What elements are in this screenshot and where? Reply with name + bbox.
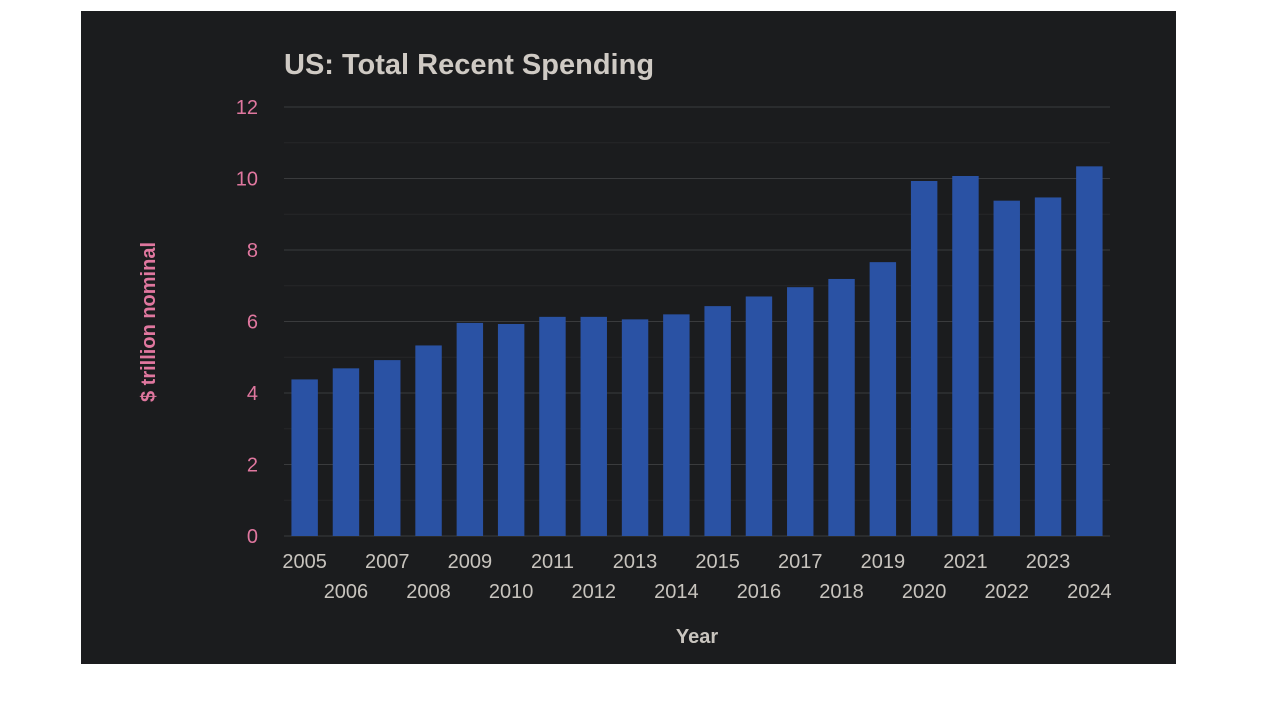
- bar-2015: [704, 306, 731, 536]
- y-tick-label: 8: [247, 240, 258, 262]
- bar-2012: [580, 316, 607, 536]
- y-tick-labels: 0 2 4 6 8 10 12: [236, 97, 258, 548]
- bar-2017: [787, 287, 814, 536]
- bar-2013: [621, 319, 649, 536]
- y-tick-label: 2: [247, 455, 258, 477]
- bar-2024: [1076, 166, 1103, 536]
- y-axis-label: $ trillion nominal: [138, 242, 160, 402]
- x-tick-label: 2020: [902, 581, 947, 603]
- x-axis-label: Year: [676, 626, 718, 648]
- bar-2006: [332, 368, 360, 536]
- x-tick-label: 2021: [943, 551, 988, 573]
- x-tick-label: 2013: [613, 551, 658, 573]
- bar-2021: [952, 175, 979, 536]
- x-tick-label: 2014: [654, 581, 699, 603]
- x-tick-label: 2009: [448, 551, 493, 573]
- x-tick-label: 2016: [737, 581, 782, 603]
- y-tick-label: 4: [247, 383, 258, 405]
- bar-2010: [497, 324, 525, 536]
- bar-2008: [415, 345, 442, 536]
- x-tick-label: 2019: [861, 551, 906, 573]
- bar-2005: [291, 379, 318, 536]
- bar-2009: [456, 322, 484, 536]
- x-tick-label: 2024: [1067, 581, 1112, 603]
- x-tick-label: 2006: [324, 581, 369, 603]
- bar-2022: [993, 200, 1020, 537]
- bar-2016: [745, 296, 773, 536]
- x-tick-label: 2023: [1026, 551, 1071, 573]
- bar-2023: [1034, 197, 1062, 536]
- y-tick-label: 12: [236, 97, 258, 119]
- y-tick-label: 6: [247, 312, 258, 334]
- chart-title: US: Total Recent Spending: [284, 49, 654, 81]
- x-tick-label: 2015: [695, 551, 740, 573]
- y-tick-label: 0: [247, 526, 258, 548]
- bar-2020: [910, 181, 938, 536]
- bar-2019: [869, 262, 897, 536]
- x-tick-label: 2007: [365, 551, 410, 573]
- x-tick-label: 2011: [531, 551, 574, 573]
- bar-2014: [663, 314, 690, 536]
- bar-2007: [374, 360, 401, 536]
- x-tick-label: 2010: [489, 581, 534, 603]
- x-tick-label: 2022: [985, 581, 1030, 603]
- y-tick-label: 10: [236, 169, 258, 191]
- x-tick-label: 2018: [819, 581, 864, 603]
- bars: [291, 166, 1103, 537]
- x-tick-label: 2012: [572, 581, 617, 603]
- bar-2018: [828, 278, 855, 536]
- x-tick-label: 2008: [406, 581, 451, 603]
- gridlines: [284, 106, 1110, 537]
- x-tick-label: 2005: [282, 551, 327, 573]
- x-tick-labels: 2005 2006 2007 2008 2009 2010 2011 2012 2013 2014…: [282, 551, 1111, 603]
- bar-2011: [539, 316, 566, 536]
- x-tick-label: 2017: [778, 551, 823, 573]
